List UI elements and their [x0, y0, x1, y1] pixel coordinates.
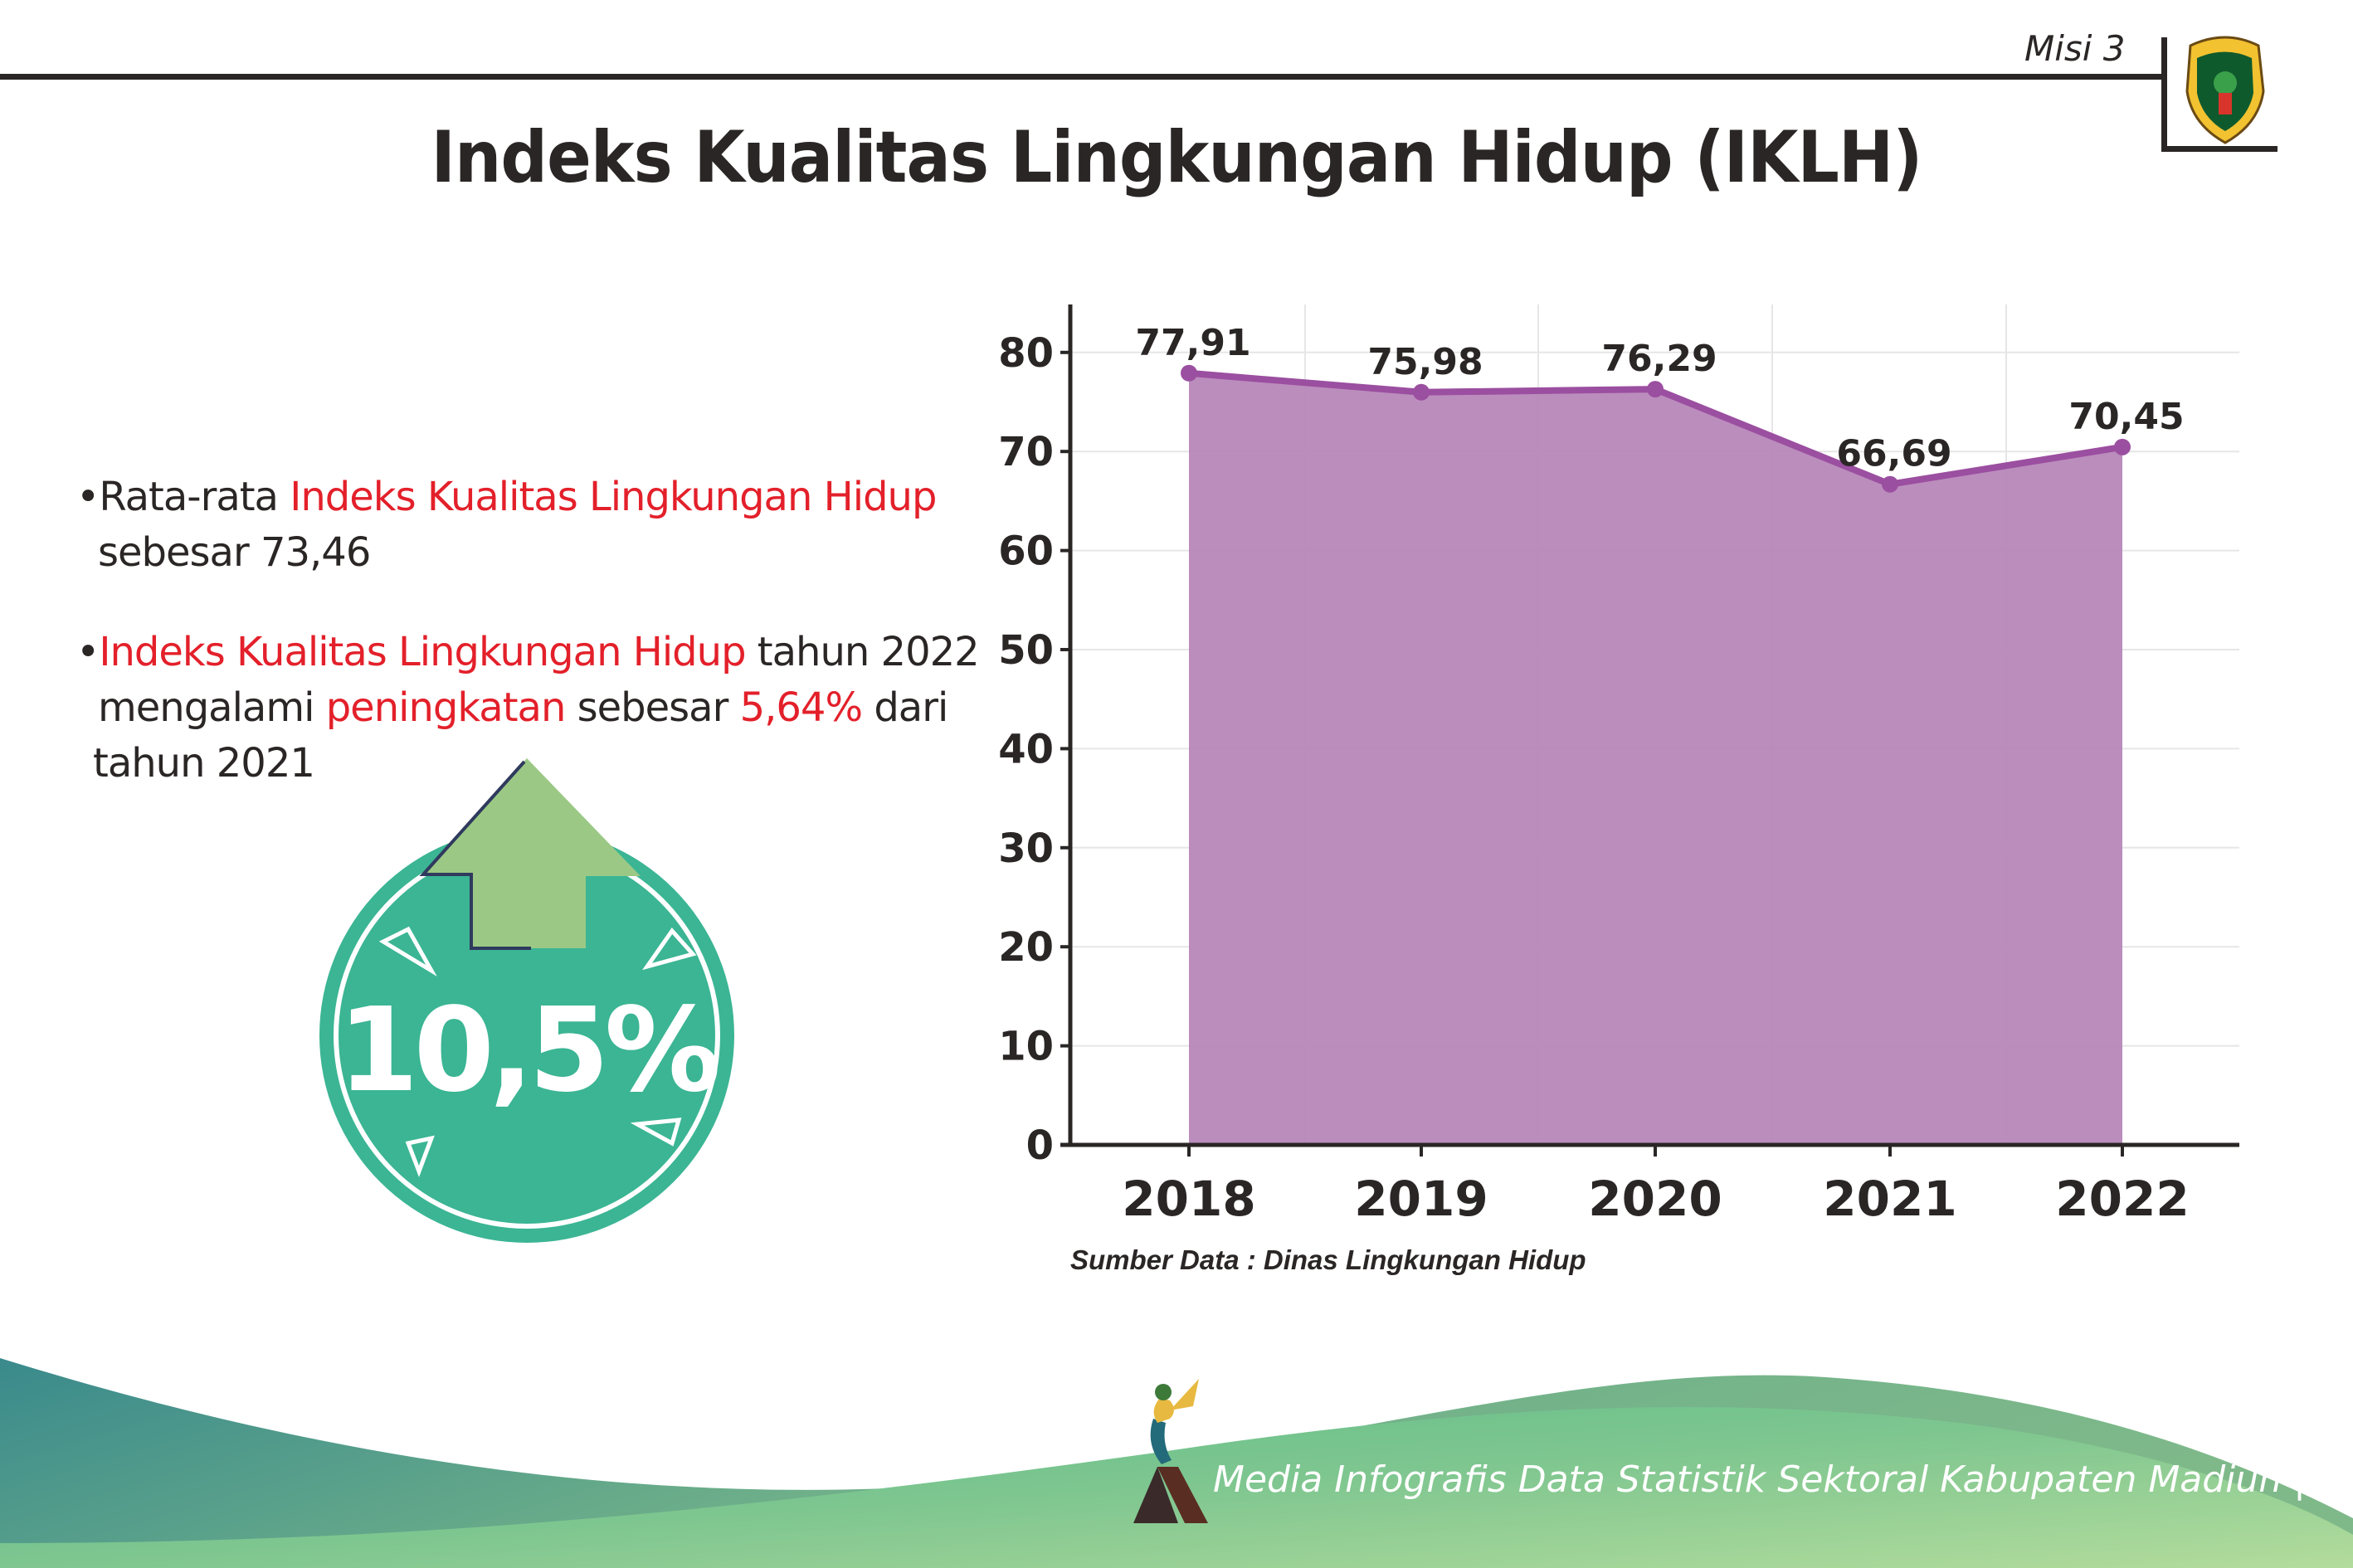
y-tick-label: 50 — [998, 627, 1054, 674]
data-point — [1882, 475, 1898, 493]
y-tick-label: 40 — [998, 726, 1054, 772]
header-rule — [0, 74, 2164, 80]
data-point — [1647, 381, 1664, 398]
bullet-dot: • — [76, 474, 100, 520]
data-label: 76,29 — [1601, 338, 1717, 380]
data-label: 75,98 — [1367, 341, 1483, 383]
header-frame — [0, 36, 2277, 152]
statistics-mascot-icon — [1133, 1379, 1208, 1523]
header-bottom-rule — [2161, 146, 2277, 152]
y-tick-label: 60 — [998, 528, 1054, 575]
data-point — [1181, 364, 1197, 382]
data-source: Sumber Data : Dinas Lingkungan Hidup — [1070, 1244, 1586, 1275]
x-tick-label: 2022 — [2055, 1171, 2189, 1227]
y-tick-label: 70 — [998, 429, 1054, 475]
bullet-highlight: 5,64% — [739, 684, 863, 731]
bullet-highlight: Indeks Kualitas Lingkungan Hidup — [290, 474, 937, 520]
bullet-increase: •Indeks Kualitas Lingkungan Hidup tahun … — [76, 625, 980, 791]
bullet-text: sebesar 73,46 — [98, 529, 371, 576]
bullet-text: mengalami — [98, 684, 326, 731]
sparkle-triangles — [378, 926, 697, 1178]
bullet-text: Rata-rata — [99, 474, 290, 520]
area-fill — [1189, 373, 2122, 1145]
x-tick-label: 2018 — [1122, 1171, 1255, 1227]
y-tick-label: 80 — [998, 330, 1054, 377]
data-label: 77,91 — [1135, 322, 1250, 364]
increase-badge — [319, 758, 734, 1243]
bullet-text: sebesar — [565, 684, 740, 731]
iklh-chart: 77,91 75,98 76,29 66,69 70,45 0 10 20 30 40 50 60 7… — [998, 304, 2239, 1227]
mission-label: Misi 3 — [2024, 28, 2126, 69]
kabupaten-madiun-logo — [2185, 36, 2265, 144]
data-label: 66,69 — [1836, 433, 1951, 475]
y-tick-label: 0 — [1026, 1122, 1054, 1169]
bullet-text: dari — [862, 684, 948, 731]
x-tick-label: 2019 — [1354, 1171, 1488, 1227]
bullet-dot: • — [76, 629, 100, 675]
arrow-up-icon — [419, 758, 641, 950]
bullet-highlight: Indeks Kualitas Lingkungan Hidup — [99, 629, 746, 675]
increase-value: 10,5% — [338, 983, 721, 1118]
x-tick-label: 2020 — [1588, 1171, 1722, 1227]
x-tick-label: 2021 — [1823, 1171, 1956, 1227]
header-vertical-rule — [2161, 37, 2167, 152]
y-tick-label: 20 — [998, 924, 1054, 971]
y-tick-label: 10 — [998, 1024, 1054, 1070]
y-tick-label: 30 — [998, 825, 1054, 872]
data-label: 70,45 — [2068, 396, 2184, 438]
data-point — [2114, 438, 2131, 455]
bullet-text: tahun 2021 — [93, 740, 315, 786]
data-point — [1413, 383, 1430, 401]
bullet-text: tahun 2022 — [745, 629, 980, 675]
page-title: Indeks Kualitas Lingkungan Hidup (IKLH) — [431, 116, 1922, 199]
bullet-average: •Rata-rata Indeks Kualitas Lingkungan Hi… — [76, 470, 937, 581]
footer-caption: Media Infografis Data Statistik Sektoral… — [1213, 1458, 2306, 1501]
footer-wave — [0, 1358, 2353, 1568]
bullet-highlight: peningkatan — [325, 684, 567, 731]
